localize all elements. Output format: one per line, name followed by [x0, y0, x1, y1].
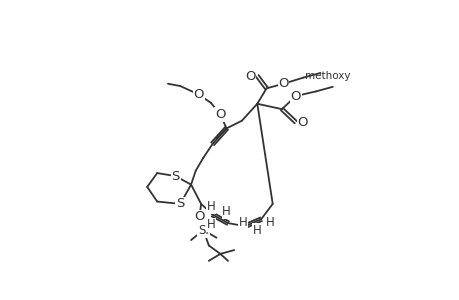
- Text: O: O: [245, 70, 255, 83]
- Text: H: H: [222, 205, 230, 218]
- Text: H: H: [206, 200, 215, 213]
- Text: methoxy: methoxy: [304, 71, 350, 81]
- Text: H: H: [239, 216, 247, 229]
- Text: H: H: [265, 216, 274, 229]
- Text: O: O: [194, 211, 204, 224]
- Text: S: S: [176, 197, 184, 210]
- Text: H: H: [252, 224, 261, 236]
- Text: H: H: [206, 218, 215, 231]
- Text: O: O: [215, 108, 225, 121]
- Text: O: O: [193, 88, 204, 101]
- Text: O: O: [297, 116, 307, 129]
- Text: O: O: [290, 90, 300, 103]
- Text: S: S: [171, 169, 179, 183]
- Text: Si: Si: [198, 224, 208, 236]
- Text: O: O: [278, 77, 288, 90]
